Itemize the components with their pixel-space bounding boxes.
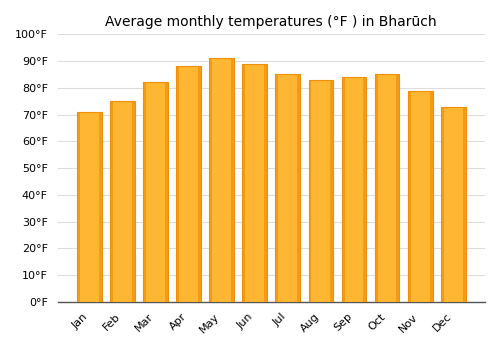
Bar: [77, 112, 80, 302]
Title: Average monthly temperatures (°F ) in Bharūch: Average monthly temperatures (°F ) in Bh…: [106, 15, 437, 29]
Bar: [231, 58, 234, 302]
Bar: [99, 112, 102, 302]
Bar: [110, 101, 135, 302]
Bar: [143, 83, 146, 302]
Bar: [276, 75, 300, 302]
Bar: [276, 75, 278, 302]
Bar: [330, 80, 334, 302]
Bar: [396, 75, 400, 302]
Bar: [308, 80, 312, 302]
Bar: [176, 66, 179, 302]
Bar: [165, 83, 168, 302]
Bar: [441, 106, 466, 302]
Bar: [408, 91, 410, 302]
Bar: [264, 64, 267, 302]
Bar: [242, 64, 246, 302]
Bar: [364, 77, 366, 302]
Bar: [132, 101, 135, 302]
Bar: [430, 91, 432, 302]
Bar: [441, 106, 444, 302]
Bar: [77, 112, 102, 302]
Bar: [408, 91, 432, 302]
Bar: [298, 75, 300, 302]
Bar: [198, 66, 201, 302]
Bar: [342, 77, 366, 302]
Bar: [242, 64, 267, 302]
Bar: [308, 80, 334, 302]
Bar: [374, 75, 400, 302]
Bar: [342, 77, 344, 302]
Bar: [176, 66, 201, 302]
Bar: [462, 106, 466, 302]
Bar: [210, 58, 212, 302]
Bar: [374, 75, 378, 302]
Bar: [210, 58, 234, 302]
Bar: [110, 101, 113, 302]
Bar: [143, 83, 168, 302]
